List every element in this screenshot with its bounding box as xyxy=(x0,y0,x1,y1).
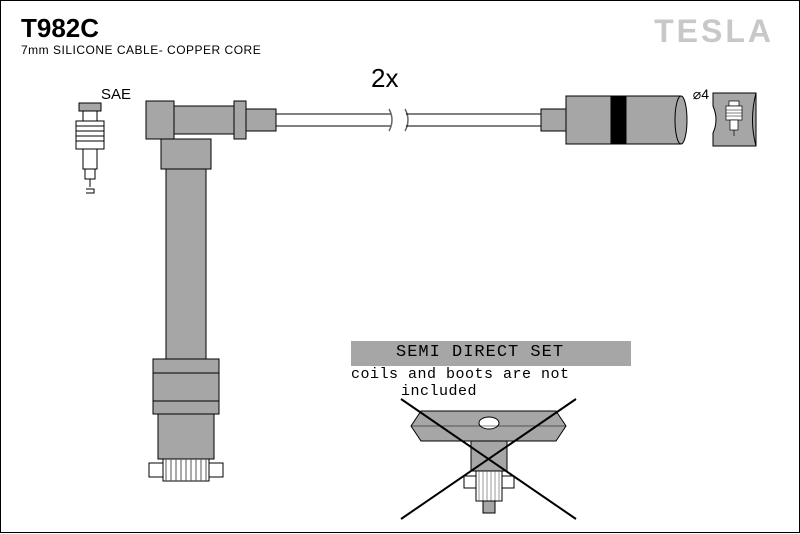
semi-direct-note-2: included xyxy=(401,383,477,400)
cable xyxy=(276,109,541,131)
connector-right xyxy=(541,96,687,144)
terminal-clip-icon xyxy=(713,93,756,146)
spark-plug-icon xyxy=(76,103,104,193)
technical-diagram xyxy=(1,1,800,534)
semi-direct-title: SEMI DIRECT SET xyxy=(396,343,564,362)
coil-not-included-icon xyxy=(401,399,576,519)
ignition-boot xyxy=(146,101,276,481)
semi-direct-note-1: coils and boots are not xyxy=(351,366,570,383)
